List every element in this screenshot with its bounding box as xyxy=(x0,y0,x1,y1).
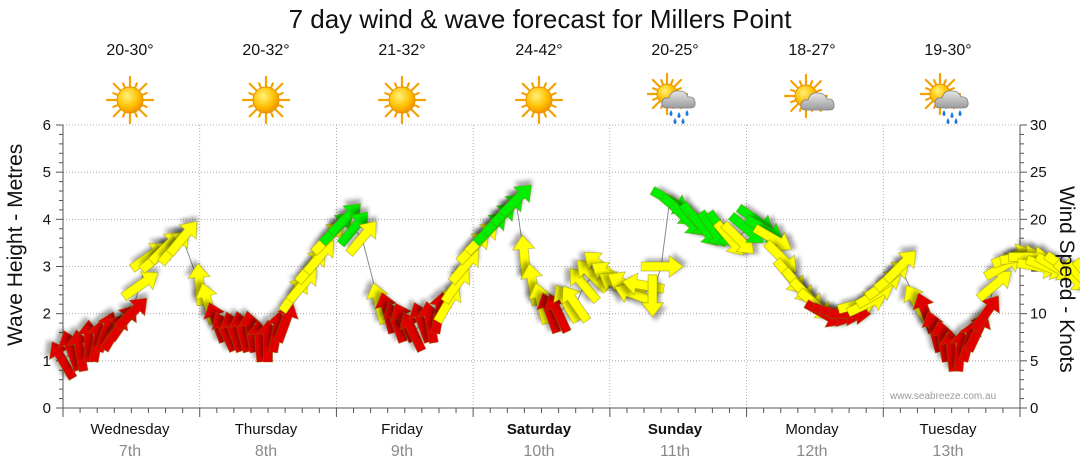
y2-tick-label: 5 xyxy=(1030,353,1038,370)
showers-icon xyxy=(645,72,703,128)
showers-icon xyxy=(918,72,976,128)
y2-axis-title: Wind Speed - Knots xyxy=(1055,186,1078,373)
wind-arrow-shape xyxy=(165,220,198,257)
temperature-range: 20-30° xyxy=(106,42,154,59)
wind-arrow-shape xyxy=(497,184,532,219)
day-label: Thursday xyxy=(234,421,298,438)
day-label: Sunday xyxy=(647,421,703,438)
wind-arrow xyxy=(165,220,198,257)
date-label: 11th xyxy=(660,443,690,460)
wind-arrow xyxy=(120,271,159,302)
day-label: Friday xyxy=(381,421,423,438)
day-label: Monday xyxy=(785,421,839,438)
temperature-range: 19-30° xyxy=(924,42,972,59)
date-label: 8th xyxy=(254,443,278,460)
y2-tick-label: 10 xyxy=(1030,306,1047,323)
wind-arrow-shape xyxy=(345,220,377,257)
wind-arrow xyxy=(273,301,299,344)
sunny-icon xyxy=(102,72,158,128)
wind-arrow-shape xyxy=(561,285,592,324)
wind-arrow xyxy=(1061,258,1080,292)
day-label: Wednesday xyxy=(90,421,170,438)
wind-arrow-shape xyxy=(882,250,917,285)
temperature-range: 21-32° xyxy=(378,42,426,59)
wind-arrow-shape xyxy=(1052,259,1080,291)
y2-tick-label: 25 xyxy=(1030,164,1047,181)
day-label: Tuesday xyxy=(919,421,977,438)
sunny-icon xyxy=(374,72,430,128)
y2-tick-label: 30 xyxy=(1030,117,1047,134)
wind-arrow xyxy=(345,220,377,257)
wind-arrow-shape xyxy=(1061,258,1080,292)
temperature-range: 18-27° xyxy=(788,42,836,59)
wind-arrow xyxy=(640,274,665,318)
wind-arrow xyxy=(882,250,917,285)
y2-tick-label: 0 xyxy=(1030,400,1038,417)
wind-arrow xyxy=(640,254,684,279)
sunny-icon xyxy=(238,72,294,128)
y-tick-label: 5 xyxy=(43,164,51,181)
y-tick-label: 3 xyxy=(43,259,51,276)
y-tick-label: 1 xyxy=(43,353,51,370)
wind-arrow xyxy=(561,285,592,324)
y-tick-label: 4 xyxy=(43,211,51,228)
y-tick-label: 2 xyxy=(43,306,51,323)
day-label: Saturday xyxy=(506,421,572,438)
date-label: 13th xyxy=(932,443,964,460)
chart-title: 7 day wind & wave forecast for Millers P… xyxy=(288,4,792,34)
partly-cloudy-icon xyxy=(783,72,840,128)
y-tick-label: 0 xyxy=(43,400,51,417)
y2-tick-label: 20 xyxy=(1030,211,1047,228)
date-label: 7th xyxy=(118,443,142,460)
wind-arrow-shape xyxy=(273,301,299,344)
y-axis-title: Wave Height - Metres xyxy=(4,143,27,346)
temperature-range: 20-25° xyxy=(651,42,699,59)
date-label: 10th xyxy=(523,443,555,460)
wind-arrow xyxy=(113,297,148,332)
sunny-icon xyxy=(511,72,567,128)
wind-arrow xyxy=(1052,259,1080,291)
watermark: www.seabreeze.com.au xyxy=(890,391,997,402)
y-tick-label: 6 xyxy=(43,117,51,134)
wind-arrow xyxy=(497,184,532,219)
date-label: 12th xyxy=(796,443,828,460)
date-label: 9th xyxy=(390,443,414,460)
temperature-range: 24-42° xyxy=(515,42,563,59)
wind-arrow-shape xyxy=(113,297,148,332)
wind-arrow-shape xyxy=(640,254,684,279)
temperature-range: 20-32° xyxy=(242,42,290,59)
wind-arrow-shape xyxy=(640,274,665,318)
wind-arrow-shape xyxy=(120,271,159,302)
